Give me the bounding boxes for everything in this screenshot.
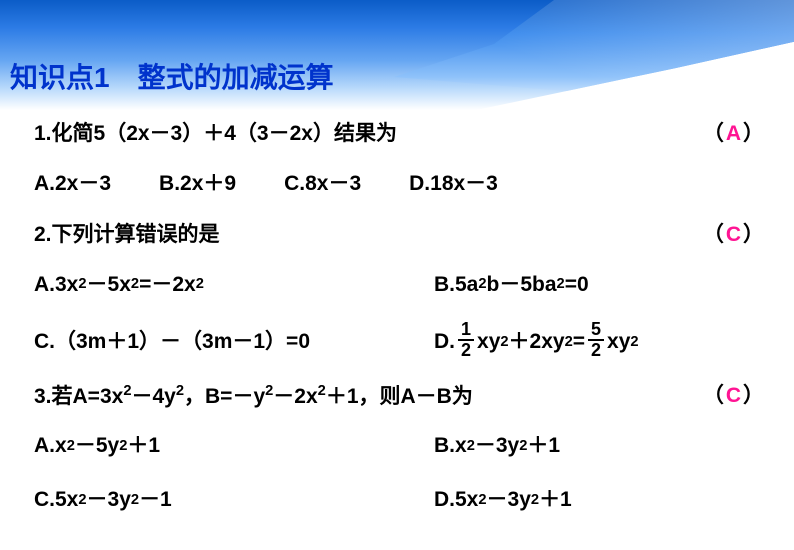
q2-opt-a: A.3x2－5x2=－2x2 [34, 269, 364, 301]
content-area: 1.化简5（2x－3）＋4（3－2x）结果为 （ A ） A.2x－3 B.2x… [34, 118, 764, 515]
paren-close: ） [743, 380, 764, 412]
q3-opt-c: C.5x2－3y2－1 [34, 484, 364, 516]
q1-opt-b: B.2x＋9 [159, 168, 236, 200]
q1-prompt: 1.化简5（2x－3）＋4（3－2x）结果为 [34, 118, 397, 150]
q3-opt-a: A.x2－5y2＋1 [34, 430, 364, 462]
paren-open: （ [703, 118, 724, 150]
q2-answer-paren: （ C ） [703, 219, 764, 251]
q3-options-row1: A.x2－5y2＋1 B.x2－3y2＋1 [34, 430, 764, 462]
q3-opt-d: D.5x2－3y2＋1 [434, 484, 764, 516]
q3-opt-b: B.x2－3y2＋1 [434, 430, 764, 462]
q1-opt-d: D.18x－3 [409, 168, 498, 200]
q3-answer: C [724, 380, 743, 412]
q2-options-row2: C.（3m＋1）－（3m－1）=0 D. 12 xy2＋2xy2= 52 xy2 [34, 322, 764, 362]
q1-opt-a: A.2x－3 [34, 168, 111, 200]
q1-answer-paren: （ A ） [703, 118, 764, 150]
paren-open: （ [703, 380, 724, 412]
q2-prompt-row: 2.下列计算错误的是 （ C ） [34, 219, 764, 251]
q2-opt-b: B.5a2b－5ba2=0 [434, 269, 764, 301]
q1-prompt-row: 1.化简5（2x－3）＋4（3－2x）结果为 （ A ） [34, 118, 764, 150]
section-title: 知识点1 整式的加减运算 [10, 56, 334, 96]
q2-prompt: 2.下列计算错误的是 [34, 219, 220, 251]
paren-open: （ [703, 219, 724, 251]
q1-opt-c: C.8x－3 [284, 168, 361, 200]
q1-answer: A [724, 118, 743, 150]
q3-prompt-row: 3.若A=3x2－4y2，B=－y2－2x2＋1，则A－B为 （ C ） [34, 380, 764, 413]
q3-answer-paren: （ C ） [703, 380, 764, 412]
q2-opt-c: C.（3m＋1）－（3m－1）=0 [34, 322, 364, 362]
q1-options: A.2x－3 B.2x＋9 C.8x－3 D.18x－3 [34, 168, 764, 200]
q2-answer: C [724, 219, 743, 251]
paren-close: ） [743, 118, 764, 150]
q3-options-row2: C.5x2－3y2－1 D.5x2－3y2＋1 [34, 484, 764, 516]
paren-close: ） [743, 219, 764, 251]
q2-options-row1: A.3x2－5x2=－2x2 B.5a2b－5ba2=0 [34, 269, 764, 301]
q3-prompt: 3.若A=3x2－4y2，B=－y2－2x2＋1，则A－B为 [34, 380, 473, 413]
q2-opt-d: D. 12 xy2＋2xy2= 52 xy2 [434, 322, 764, 362]
